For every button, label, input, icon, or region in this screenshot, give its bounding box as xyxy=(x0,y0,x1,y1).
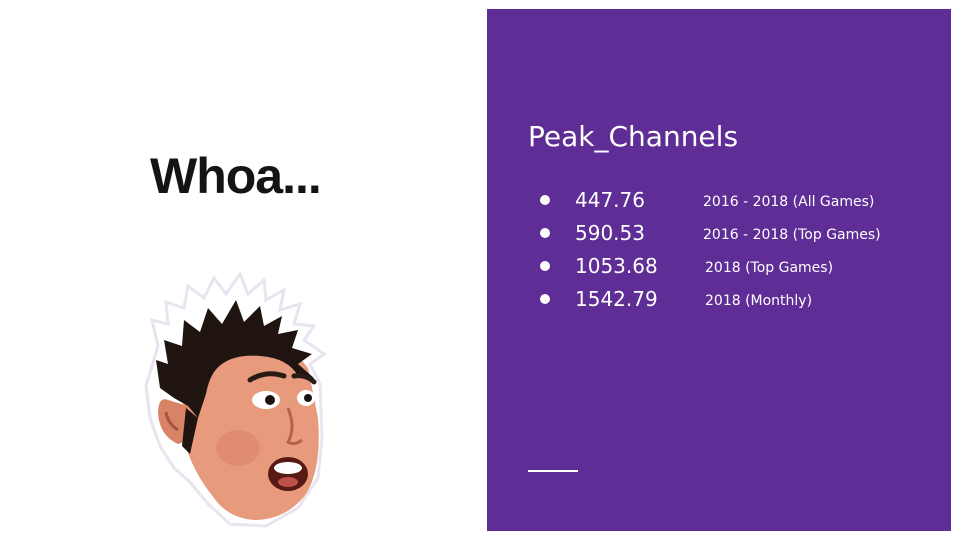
list-item: 1053.68 2018 (Top Games) xyxy=(535,251,935,284)
accent-divider xyxy=(528,470,578,472)
bullet-icon xyxy=(540,261,550,271)
stat-list: 447.76 2016 - 2018 (All Games) 590.53 20… xyxy=(535,185,935,317)
stat-description: 2016 - 2018 (All Games) xyxy=(703,194,875,210)
stat-description: 2018 (Monthly) xyxy=(705,293,813,309)
list-item: 447.76 2016 - 2018 (All Games) xyxy=(535,185,935,218)
panel-title: Peak_Channels xyxy=(528,120,739,153)
stats-panel: Peak_Channels 447.76 2016 - 2018 (All Ga… xyxy=(487,9,951,531)
stat-value: 1053.68 xyxy=(575,254,658,278)
bullet-icon xyxy=(540,228,550,238)
bullet-icon xyxy=(540,294,550,304)
list-item: 590.53 2016 - 2018 (Top Games) xyxy=(535,218,935,251)
stat-value: 447.76 xyxy=(575,188,645,212)
list-item: 1542.79 2018 (Monthly) xyxy=(535,284,935,317)
stat-value: 590.53 xyxy=(575,221,645,245)
stat-value: 1542.79 xyxy=(575,287,658,311)
surprised-face-emote-icon xyxy=(144,270,327,528)
stat-description: 2018 (Top Games) xyxy=(705,260,834,276)
stat-description: 2016 - 2018 (Top Games) xyxy=(703,227,881,243)
bullet-icon xyxy=(540,195,550,205)
headline: Whoa... xyxy=(150,148,322,204)
